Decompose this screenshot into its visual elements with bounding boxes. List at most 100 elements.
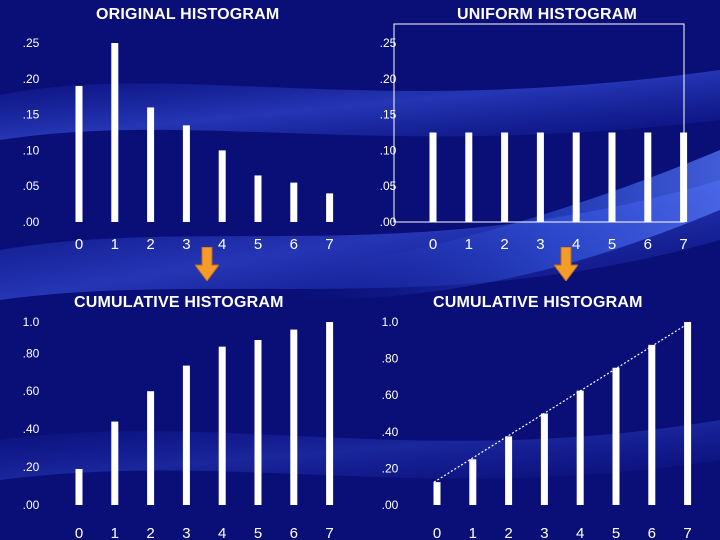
- bar-3: [182, 365, 190, 505]
- y-tick-label: .15: [380, 108, 397, 122]
- bar-0: [429, 132, 437, 222]
- down-arrow-icon: [195, 247, 219, 281]
- y-tick-label: .20: [23, 460, 40, 474]
- x-tick-label: 6: [648, 525, 656, 540]
- y-tick-label: .80: [382, 352, 399, 366]
- bar-7: [680, 132, 688, 222]
- bar-1: [469, 459, 477, 505]
- bar-2: [501, 132, 509, 222]
- bar-3: [540, 413, 548, 505]
- cumulative-uniform-title: CUMULATIVE HISTOGRAM: [433, 294, 643, 311]
- bar-1: [465, 132, 473, 222]
- x-tick-label: 1: [111, 525, 119, 540]
- cumulative-original-title: CUMULATIVE HISTOGRAM: [74, 294, 284, 311]
- bar-6: [290, 182, 298, 222]
- bar-6: [644, 132, 652, 222]
- y-tick-label: .05: [380, 179, 397, 193]
- y-tick-label: .60: [23, 384, 40, 398]
- y-tick-label: .25: [380, 36, 397, 50]
- x-tick-label: 4: [572, 236, 580, 253]
- x-tick-label: 7: [325, 525, 333, 540]
- x-tick-label: 1: [111, 236, 119, 253]
- bar-7: [326, 322, 334, 505]
- bar-7: [326, 193, 334, 222]
- bar-4: [218, 150, 226, 222]
- y-tick-label: .20: [382, 461, 399, 475]
- y-tick-label: .20: [23, 72, 40, 86]
- bar-0: [75, 468, 83, 505]
- y-tick-label: .80: [23, 346, 40, 360]
- x-tick-label: 4: [218, 236, 226, 253]
- x-tick-label: 5: [254, 525, 262, 540]
- x-tick-label: 1: [469, 525, 477, 540]
- x-tick-label: 2: [146, 525, 154, 540]
- bar-3: [536, 132, 544, 222]
- x-tick-label: 0: [75, 236, 83, 253]
- bar-1: [111, 421, 119, 505]
- x-tick-label: 5: [608, 236, 616, 253]
- x-tick-label: 4: [218, 525, 226, 540]
- x-tick-label: 2: [500, 236, 508, 253]
- x-tick-label: 7: [679, 236, 687, 253]
- bar-4: [218, 346, 226, 505]
- uniform-histogram-title: UNIFORM HISTOGRAM: [457, 6, 637, 23]
- y-tick-label: 1.0: [382, 315, 399, 329]
- x-tick-label: 3: [182, 236, 190, 253]
- y-tick-label: .00: [23, 498, 40, 512]
- bar-2: [147, 391, 155, 505]
- x-tick-label: 5: [612, 525, 620, 540]
- y-tick-label: .10: [380, 143, 397, 157]
- bar-5: [608, 132, 616, 222]
- x-tick-label: 6: [644, 236, 652, 253]
- y-tick-label: .00: [380, 215, 397, 229]
- x-tick-label: 0: [429, 236, 437, 253]
- down-arrow-icon: [554, 247, 578, 281]
- cumulative-original-chart: .00 .20 .40 .60 .80 1.0 0 1 2 3 4 5 6 7: [23, 315, 334, 540]
- x-tick-label: 0: [75, 525, 83, 540]
- y-tick-label: .40: [382, 425, 399, 439]
- x-tick-label: 6: [290, 236, 298, 253]
- cumulative-uniform-chart: .00 .20 .40 .60 .80 1.0 0 1 2 3 4 5 6 7: [382, 315, 692, 540]
- x-tick-label: 2: [146, 236, 154, 253]
- bar-1: [111, 43, 119, 222]
- x-tick-label: 7: [683, 525, 691, 540]
- y-tick-label: .05: [23, 179, 40, 193]
- bar-5: [612, 367, 620, 505]
- bar-7: [684, 322, 692, 505]
- bar-2: [147, 107, 155, 222]
- x-tick-label: 3: [540, 525, 548, 540]
- y-tick-label: .00: [23, 215, 40, 229]
- bar-0: [75, 85, 83, 223]
- x-tick-label: 5: [254, 236, 262, 253]
- bar-4: [576, 390, 584, 505]
- bar-6: [648, 344, 656, 505]
- y-tick-label: 1.0: [23, 315, 40, 329]
- original-histogram-title: ORIGINAL HISTOGRAM: [96, 6, 280, 23]
- y-tick-label: .15: [23, 108, 40, 122]
- bar-3: [182, 125, 190, 222]
- bar-0: [433, 482, 441, 505]
- y-tick-label: .00: [382, 498, 399, 512]
- bar-2: [505, 436, 513, 505]
- y-tick-label: .60: [382, 388, 399, 402]
- y-tick-label: .40: [23, 422, 40, 436]
- x-tick-label: 2: [504, 525, 512, 540]
- uniform-chart: .00 .05 .10 .15 .20 .25 0 1 2 3 4 5 6 7: [380, 23, 688, 253]
- y-tick-label: .10: [23, 143, 40, 157]
- bar-4: [572, 132, 580, 222]
- x-tick-label: 0: [433, 525, 441, 540]
- x-tick-label: 4: [576, 525, 584, 540]
- x-tick-label: 7: [325, 236, 333, 253]
- y-tick-label: .25: [23, 36, 40, 50]
- y-tick-label: .20: [380, 72, 397, 86]
- x-tick-label: 6: [290, 525, 298, 540]
- x-tick-label: 1: [465, 236, 473, 253]
- x-tick-label: 3: [536, 236, 544, 253]
- original-chart: .00 .05 .10 .15 .20 .25 0 1 2 3 4 5 6 7: [23, 36, 334, 253]
- bar-5: [254, 175, 262, 222]
- uniform-cdf-line: [433, 321, 691, 483]
- bar-5: [254, 340, 262, 505]
- bar-6: [290, 329, 298, 505]
